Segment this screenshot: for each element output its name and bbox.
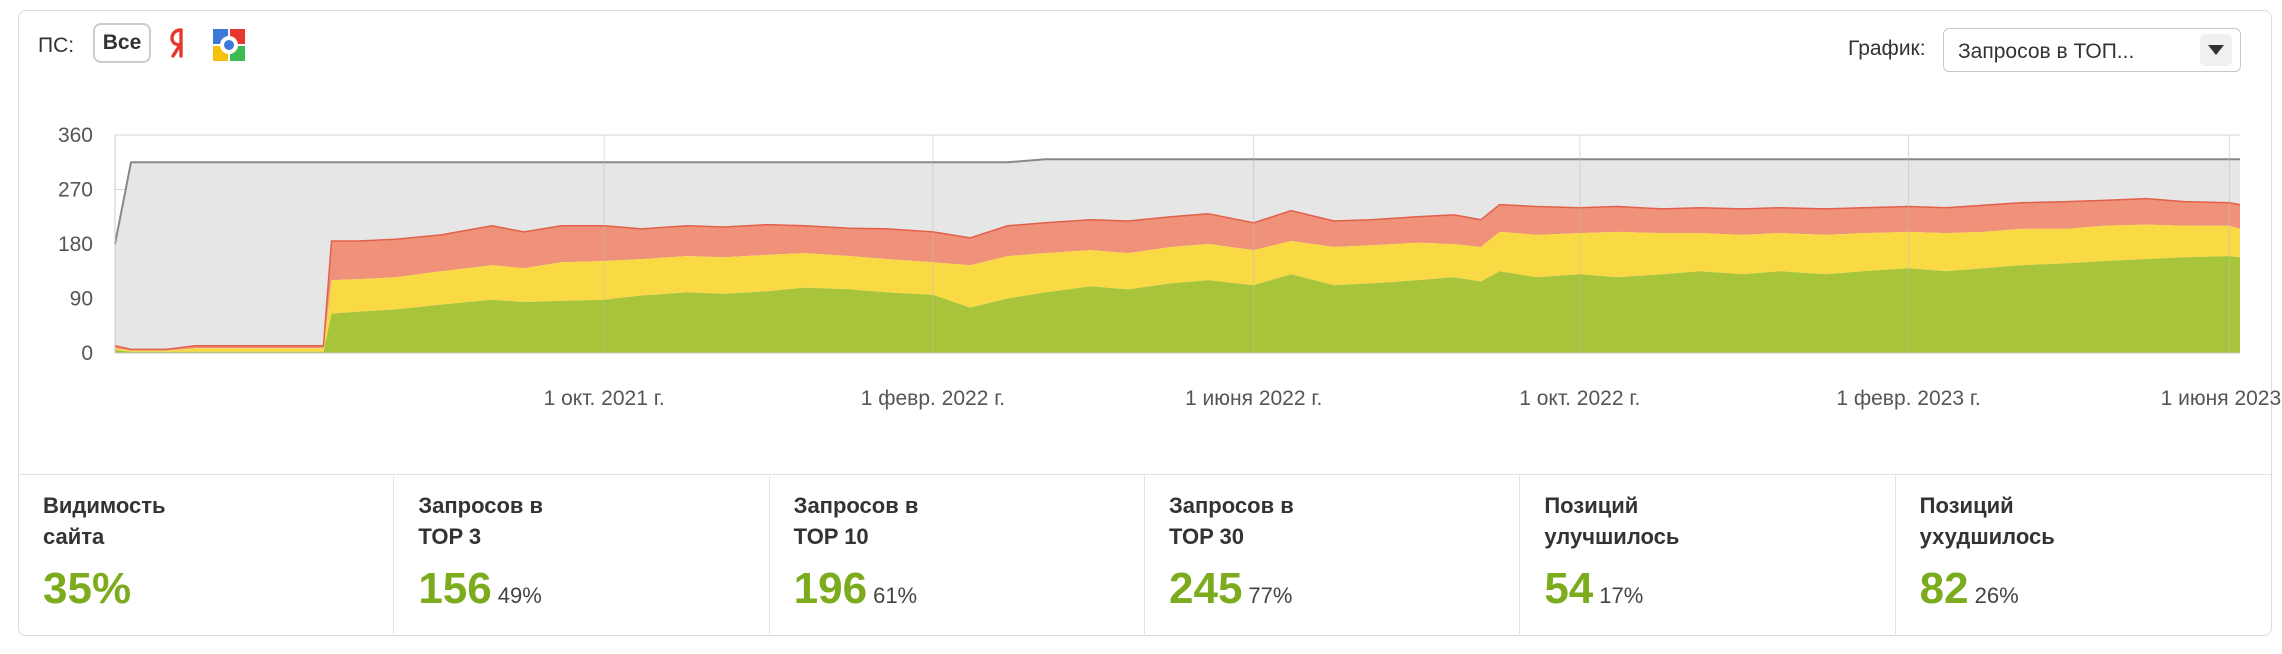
stat-percent: 77% [1248, 583, 1293, 608]
stat-value-row: 54 17% [1544, 564, 1643, 614]
all-engines-button[interactable]: Все [93, 23, 151, 63]
google-logo-icon[interactable] [212, 28, 246, 62]
stat-card: Позиций ухудшилось 82 26% [1896, 476, 2271, 634]
graph-type-select[interactable]: Запросов в ТОП... [1943, 28, 2241, 72]
stat-percent: 49% [497, 583, 542, 608]
y-tick-label: 90 [70, 288, 93, 311]
stat-label: Запросов в TOP 10 [793, 493, 919, 549]
stat-percent: 26% [1974, 583, 2019, 608]
stat-value: 82 [1919, 564, 1969, 613]
stat-value-row: 82 26% [1920, 564, 2019, 614]
stat-percent: 17% [1599, 583, 1644, 608]
stat-label: Позиций ухудшилось [1919, 493, 2055, 549]
positions-chart: 0 90 180 270 360 1 окт. 2021 г. 1 февр. 2022 г… [58, 124, 2282, 410]
y-tick-label: 0 [81, 342, 93, 365]
y-tick-label: 180 [58, 233, 93, 256]
stat-value: 156 [418, 564, 492, 613]
stat-card: Запросов в TOP 30 245 77% [1145, 476, 1521, 634]
series-top30-line [114, 197, 2241, 351]
stats-divider [18, 474, 2272, 475]
stat-value-row: 156 49% [418, 564, 541, 614]
stat-value-row: 245 77% [1169, 564, 1292, 614]
stat-card: Запросов в TOP 10 196 61% [770, 476, 1145, 634]
x-tick-label: 1 окт. 2022 г. [1519, 387, 1640, 410]
yandex-logo-icon[interactable] [168, 26, 192, 60]
stat-value-row: 196 61% [794, 564, 917, 614]
stat-label: Запросов в TOP 3 [418, 493, 544, 549]
series-top10-area [115, 224, 2240, 352]
graph-type-value: Запросов в ТОП... [1958, 40, 2135, 63]
stat-value-row: 35% [43, 564, 131, 614]
stat-value: 35% [43, 564, 132, 613]
x-tick-label: 1 июня 2023 г. [2161, 387, 2282, 410]
graph-type-label: График: [1848, 37, 1926, 60]
series-top30-area [115, 198, 2240, 351]
x-tick-label: 1 окт. 2021 г. [544, 387, 665, 410]
stat-label: Видимость сайта [43, 493, 166, 549]
stat-value: 196 [793, 564, 868, 613]
series-total-line [114, 158, 2240, 245]
stat-percent: 61% [873, 583, 918, 608]
stat-value: 245 [1169, 564, 1243, 613]
y-tick-label: 360 [58, 124, 93, 147]
stat-value: 54 [1544, 564, 1594, 613]
search-engine-label: ПС: [38, 34, 75, 57]
stat-label: Запросов в TOP 30 [1169, 493, 1294, 549]
stat-label: Позиций улучшилось [1544, 493, 1680, 549]
x-tick-label: 1 июня 2022 г. [1185, 387, 1322, 410]
stat-card: Запросов в TOP 3 156 49% [394, 476, 770, 634]
x-tick-label: 1 февр. 2023 г. [1836, 387, 1980, 410]
series-top3-area [115, 256, 2240, 353]
stat-card: Видимость сайта 35% [19, 476, 395, 634]
stat-card: Позиций улучшилось 54 17% [1520, 476, 1896, 634]
series-total-area [115, 159, 2240, 350]
y-tick-label: 270 [58, 179, 93, 202]
x-tick-label: 1 февр. 2022 г. [861, 387, 1005, 410]
chevron-down-icon[interactable] [2200, 34, 2232, 66]
